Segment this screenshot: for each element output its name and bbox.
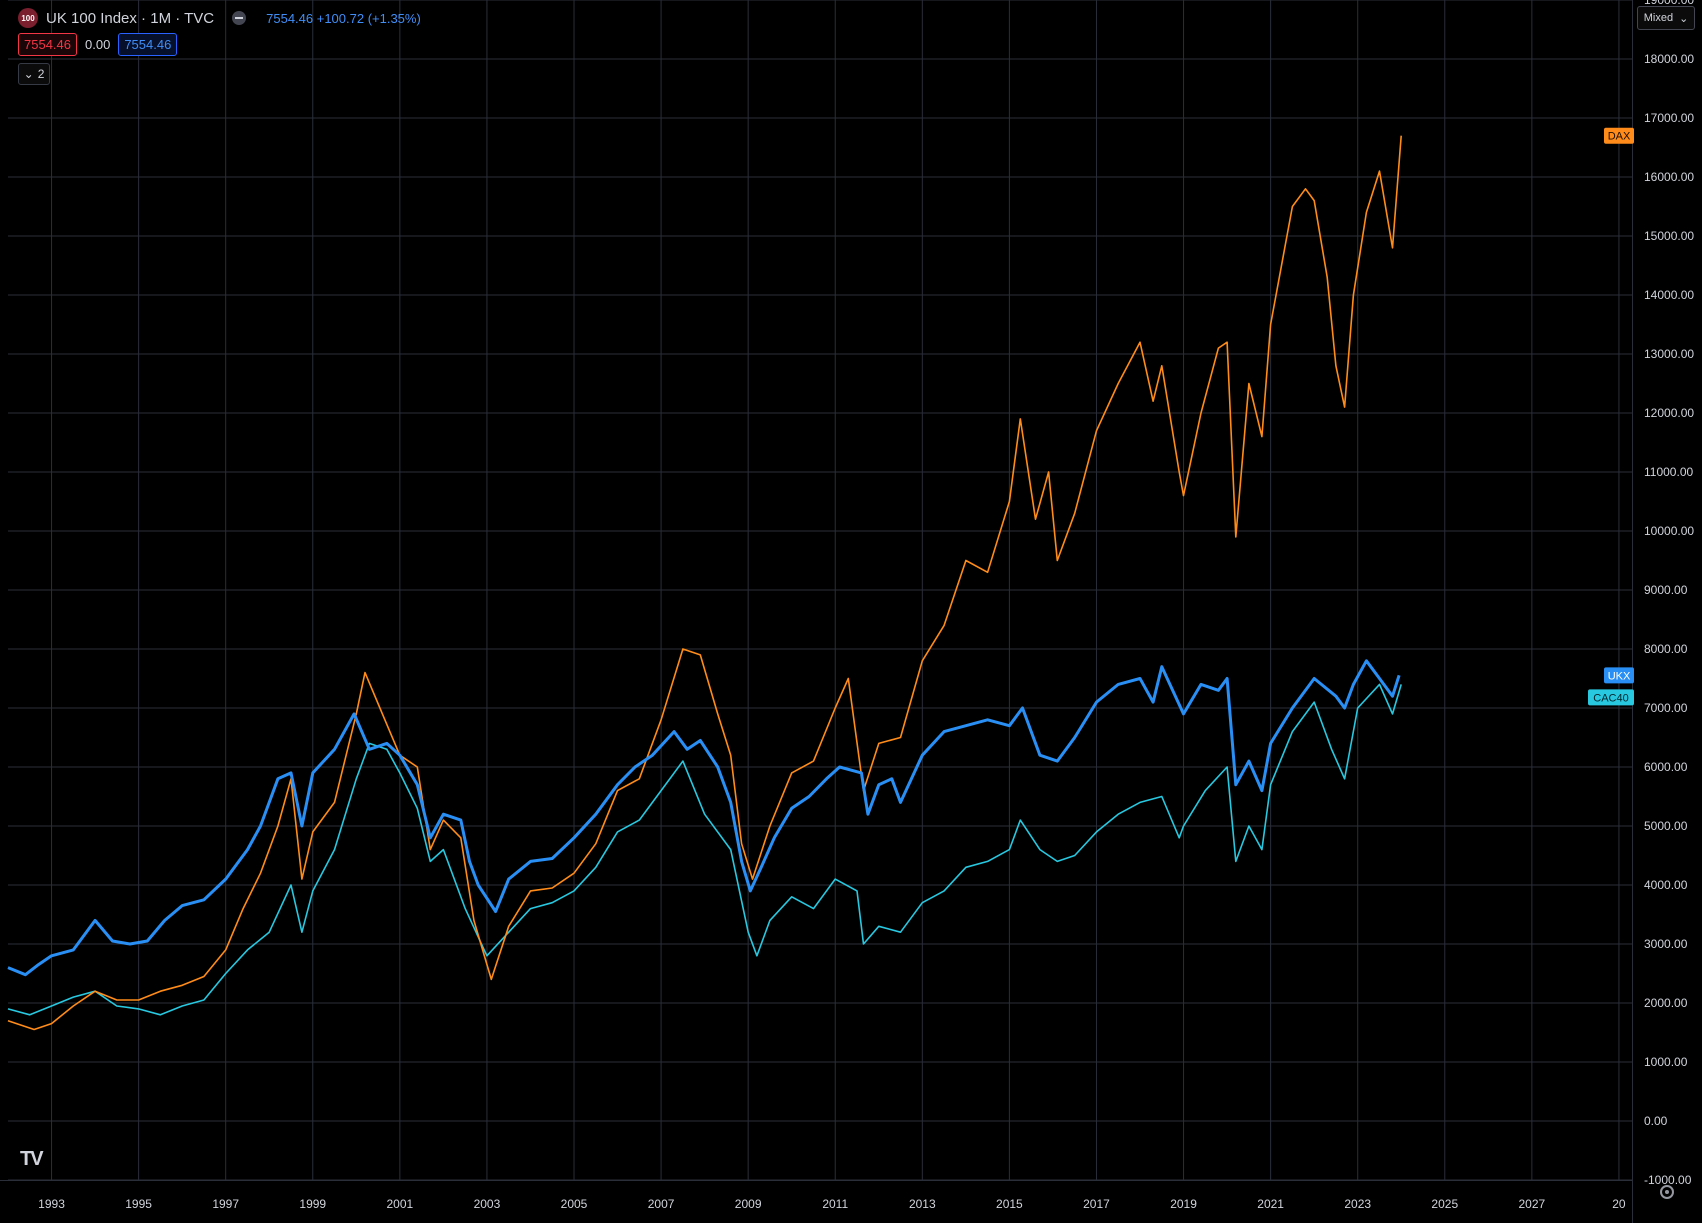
series-line-ukx: [7, 659, 1401, 977]
x-tick-label: 2007: [648, 1197, 675, 1211]
x-tick-label: 2017: [1083, 1197, 1110, 1211]
x-tick-label: 2011: [822, 1197, 848, 1211]
price-row: 7554.46 0.00 7554.46: [18, 33, 178, 56]
x-tick-label: 2009: [735, 1197, 762, 1211]
indicators-toggle-button[interactable]: ⌄ 2: [18, 63, 50, 85]
x-tick-label: 1999: [299, 1197, 326, 1211]
scale-mode-label: Mixed: [1643, 12, 1674, 24]
price-tag-cac40: [1588, 689, 1634, 706]
y-tick-label: 15000.00: [1644, 229, 1694, 243]
series-price-tags: DAX UKX CAC40: [1588, 127, 1634, 706]
y-tick-label: 13000.00: [1644, 347, 1694, 361]
price-tag-dax: [1604, 127, 1634, 144]
time-axis[interactable]: 1993 1995 1997 1999 2001 2003 2005 2007 2009 2011…: [0, 1180, 1632, 1212]
x-tick-label: 1997: [212, 1197, 239, 1211]
grid-lines: [8, 0, 1632, 1181]
y-tick-label: 10000.00: [1644, 524, 1694, 538]
buy-price-button[interactable]: 7554.46: [118, 33, 178, 56]
spread-value: 0.00: [85, 37, 111, 52]
y-tick-label: 17000.00: [1644, 111, 1694, 125]
scale-mode-dropdown[interactable]: Mixed ⌄: [1637, 6, 1695, 30]
y-tick-label: 18000.00: [1644, 52, 1694, 66]
chevron-down-icon: ⌄: [23, 67, 34, 81]
x-tick-label: 2013: [909, 1197, 936, 1211]
x-tick-label: 2023: [1344, 1197, 1371, 1211]
price-tag-label: DAX: [1608, 131, 1631, 143]
sell-price-button[interactable]: 7554.46: [18, 33, 77, 56]
price-tag-ukx: [1604, 667, 1634, 684]
x-tick-label: 2019: [1170, 1197, 1197, 1211]
symbol-title[interactable]: UK 100 Index · 1M · TVC: [46, 9, 215, 27]
gear-icon[interactable]: [1660, 1185, 1674, 1199]
x-tick-label: 1995: [125, 1197, 152, 1211]
y-tick-label: 8000.00: [1644, 642, 1688, 656]
y-tick-label: 12000.00: [1644, 406, 1694, 420]
y-tick-label: 14000.00: [1644, 288, 1694, 302]
x-tick-label: 20: [1612, 1197, 1626, 1211]
chevron-down-icon: ⌄: [1679, 12, 1689, 25]
indicators-count: 2: [37, 67, 45, 81]
x-tick-label: 2005: [561, 1197, 588, 1211]
x-tick-label: 2001: [386, 1197, 413, 1211]
market-status-icon[interactable]: [232, 11, 247, 25]
y-tick-label: 2000.00: [1644, 996, 1688, 1010]
y-tick-label: 0.00: [1644, 1114, 1668, 1128]
x-tick-label: 1993: [38, 1197, 65, 1211]
chart-series: [7, 135, 1402, 1031]
x-tick-label: 2027: [1519, 1197, 1546, 1211]
y-tick-label: 4000.00: [1644, 878, 1688, 892]
symbol-badge-icon[interactable]: 100: [18, 8, 38, 28]
tradingview-logo-icon[interactable]: TV: [20, 1148, 44, 1170]
y-tick-label: 5000.00: [1644, 819, 1688, 833]
price-axis[interactable]: -1000.00 0.00 1000.00 2000.00 3000.00 4000.00…: [1632, 0, 1702, 1223]
y-tick-label: 16000.00: [1644, 170, 1694, 184]
x-tick-label: 2025: [1431, 1197, 1458, 1211]
symbol-quote: 7554.46 +100.72 (+1.35%): [266, 10, 421, 26]
series-line-cac40: [7, 683, 1402, 1016]
series-line-dax: [7, 135, 1402, 1031]
x-tick-label: 2003: [474, 1197, 501, 1211]
x-tick-label: 2021: [1257, 1197, 1284, 1211]
price-tag-label: CAC40: [1593, 692, 1628, 704]
chart-header: 100 UK 100 Index · 1M · TVC 7554.46 +100…: [18, 6, 421, 30]
price-axis-bg: [1632, 0, 1702, 1223]
y-tick-label: 19000.00: [1644, 0, 1694, 7]
price-tag-label: UKX: [1608, 670, 1631, 682]
y-tick-label: 6000.00: [1644, 760, 1688, 774]
x-tick-label: 2015: [996, 1197, 1023, 1211]
y-tick-label: 7000.00: [1644, 701, 1688, 715]
y-tick-label: 11000.00: [1644, 465, 1693, 479]
y-tick-label: 3000.00: [1644, 937, 1688, 951]
y-tick-label: -1000.00: [1644, 1173, 1692, 1187]
y-tick-label: 9000.00: [1644, 583, 1688, 597]
y-tick-label: 1000.00: [1644, 1055, 1688, 1069]
